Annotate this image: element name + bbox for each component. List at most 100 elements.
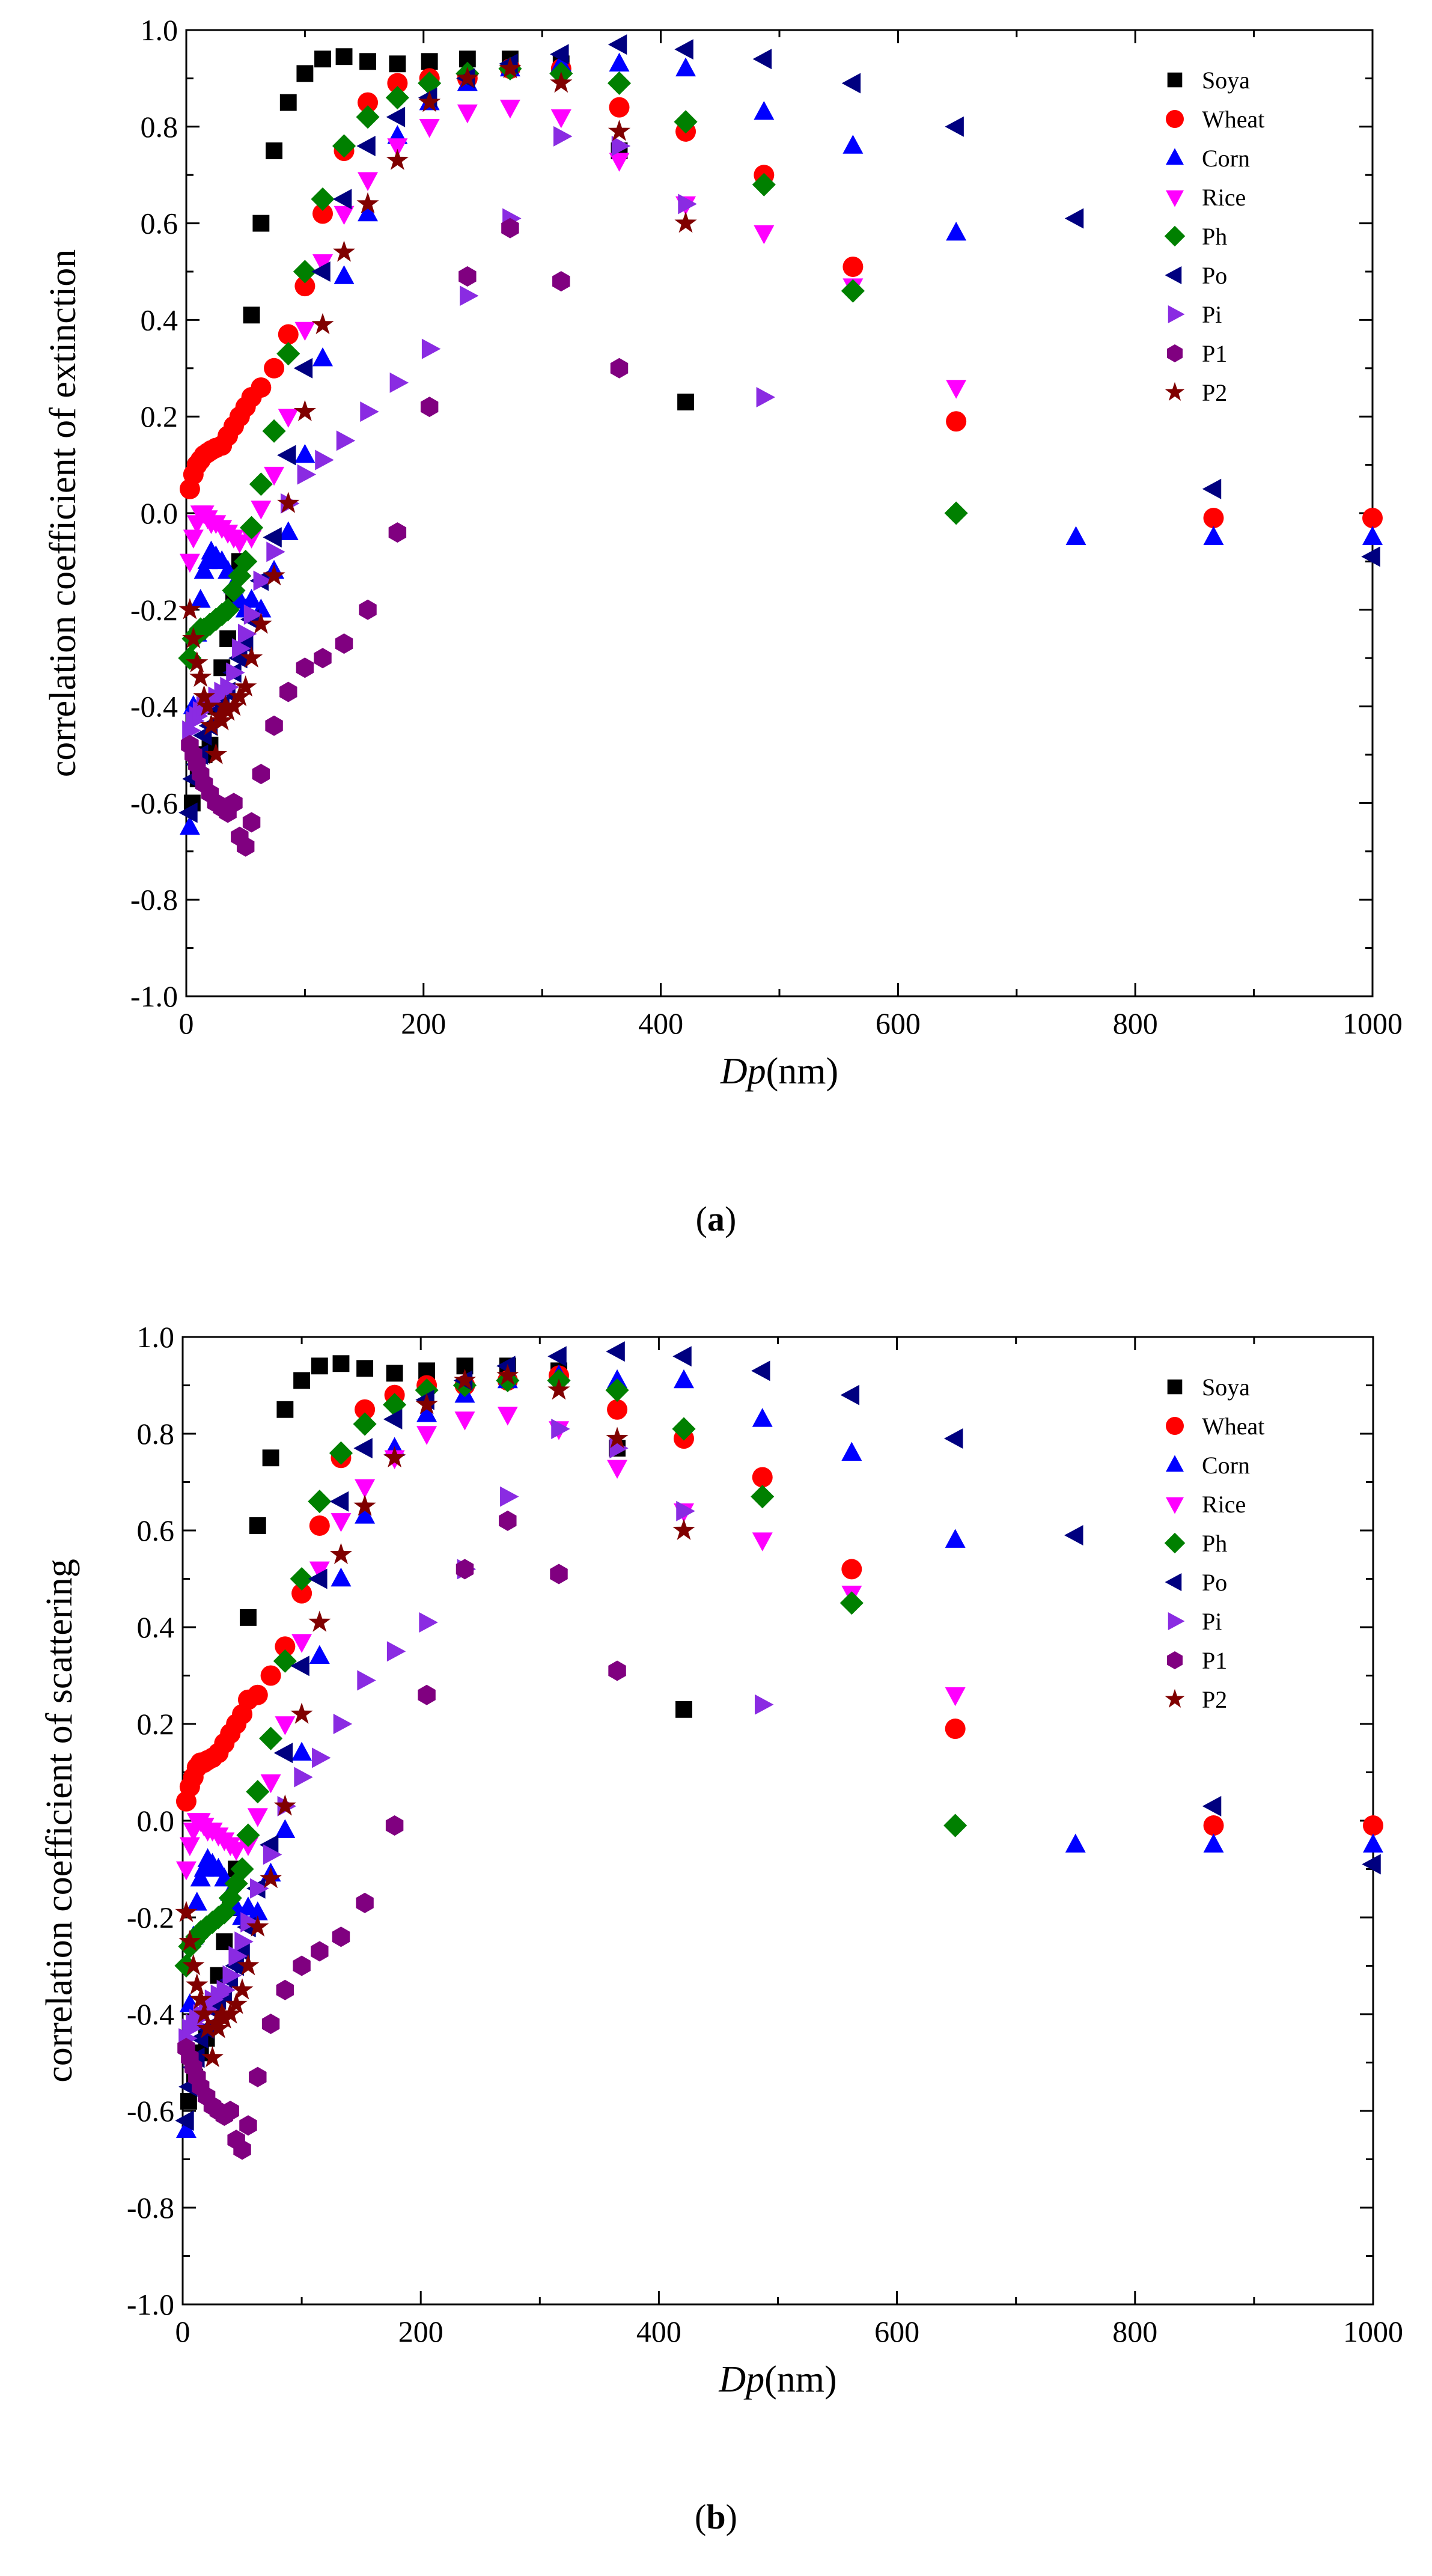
data-point-po xyxy=(674,39,693,60)
data-point-ph xyxy=(332,134,356,158)
data-point-p2 xyxy=(201,2045,224,2068)
data-point-rice xyxy=(550,109,571,129)
data-point-ph xyxy=(293,260,317,284)
x-tick-label: 200 xyxy=(401,1006,446,1040)
data-point-p2 xyxy=(178,1929,201,1952)
data-point-wheat xyxy=(355,1399,376,1420)
data-point-po xyxy=(943,1428,963,1449)
data-point-p2 xyxy=(196,695,219,716)
data-point-p2 xyxy=(237,1953,260,1976)
data-point-po xyxy=(945,116,964,137)
data-point-corn xyxy=(754,100,775,120)
data-point-corn xyxy=(1065,1833,1086,1853)
data-point-p2 xyxy=(214,695,237,716)
data-point-soya xyxy=(359,53,376,70)
data-point-po xyxy=(496,1356,516,1377)
x-tick-label: 0 xyxy=(179,1006,194,1040)
data-point-p2 xyxy=(189,1988,212,2009)
data-point-soya xyxy=(279,94,297,111)
data-point-ph xyxy=(841,279,865,303)
legend-label-p1: P1 xyxy=(1202,340,1227,367)
data-point-wheat xyxy=(1203,1815,1224,1836)
data-point-ph xyxy=(943,1813,967,1838)
data-point-wheat xyxy=(1203,508,1224,529)
data-point-soya xyxy=(262,1449,279,1467)
data-point-rice xyxy=(609,153,630,172)
data-point-ph xyxy=(751,1485,775,1509)
data-point-rice xyxy=(497,1407,518,1426)
data-point-p2 xyxy=(193,684,216,707)
legend-label-wheat: Wheat xyxy=(1202,1413,1264,1440)
data-point-soya xyxy=(314,50,331,68)
data-point-p2 xyxy=(186,651,209,673)
data-point-p1 xyxy=(276,1979,294,2000)
caption-b: (b) xyxy=(695,2497,737,2536)
y-tick-label: 1.0 xyxy=(141,13,178,47)
x-tick-label: 400 xyxy=(638,1006,683,1040)
data-point-po xyxy=(547,1346,567,1367)
data-point-corn xyxy=(193,1857,215,1877)
data-point-ph xyxy=(944,501,968,525)
data-point-corn xyxy=(193,559,215,579)
data-point-p1 xyxy=(385,1815,404,1836)
data-point-p1 xyxy=(335,633,353,654)
data-point-corn xyxy=(247,1901,268,1920)
data-point-rice xyxy=(945,1687,966,1707)
legend-label-soya: Soya xyxy=(1202,67,1250,94)
data-point-p2 xyxy=(200,714,223,735)
data-point-corn xyxy=(674,1369,695,1389)
data-point-soya xyxy=(249,1517,266,1534)
data-point-p2 xyxy=(273,1794,296,1816)
data-point-soya xyxy=(296,65,314,82)
data-point-ph xyxy=(262,419,286,443)
legend-label-ph: Ph xyxy=(1202,1530,1227,1557)
data-point-wheat xyxy=(251,377,272,398)
data-point-rice xyxy=(416,1426,437,1445)
data-point-rice xyxy=(309,1561,330,1581)
data-point-rice xyxy=(457,104,478,124)
data-point-p1 xyxy=(225,793,243,814)
data-point-pi xyxy=(357,1670,376,1691)
data-point-ph xyxy=(234,549,258,573)
data-point-rice xyxy=(247,1808,268,1827)
data-point-corn xyxy=(1203,1833,1224,1853)
data-point-p1 xyxy=(221,2101,239,2121)
data-point-p2 xyxy=(311,312,334,335)
data-point-p2 xyxy=(329,1542,353,1565)
data-point-pi xyxy=(678,193,697,215)
legend-label-corn: Corn xyxy=(1202,145,1250,172)
y-tick-label: 0.2 xyxy=(137,1707,175,1741)
data-point-p1 xyxy=(249,2066,267,2087)
y-tick-label: 0.2 xyxy=(141,400,178,433)
data-point-corn xyxy=(275,1819,296,1838)
data-point-pi xyxy=(315,449,334,470)
data-point-po xyxy=(178,802,198,823)
data-point-rice xyxy=(355,1479,376,1499)
data-point-p2 xyxy=(246,1915,269,1937)
data-point-rice xyxy=(229,534,250,553)
series-p1 xyxy=(181,218,629,857)
data-point-pi xyxy=(611,135,631,156)
legend-label-p2: P2 xyxy=(1202,1686,1227,1713)
data-point-pi xyxy=(237,624,257,644)
data-point-rice xyxy=(275,1716,296,1735)
data-point-corn xyxy=(1065,526,1086,545)
y-tick-label: 0.0 xyxy=(141,496,178,530)
data-point-rice xyxy=(251,501,272,520)
legend-label-pi: Pi xyxy=(1202,301,1222,328)
data-point-po xyxy=(228,648,248,669)
y-tick-label: -0.6 xyxy=(127,2094,174,2128)
legend-marker-p1 xyxy=(1167,344,1183,362)
data-point-pi xyxy=(232,638,251,659)
y-tick-label: 0.4 xyxy=(141,303,178,336)
y-tick-label: -0.4 xyxy=(127,1997,174,2031)
data-point-p2 xyxy=(550,71,573,93)
data-point-soya xyxy=(335,48,353,65)
data-point-p2 xyxy=(386,148,409,170)
data-point-corn xyxy=(312,347,334,367)
data-point-p2 xyxy=(186,1973,209,1995)
legend-marker-po xyxy=(1165,266,1182,284)
x-tick-label: 600 xyxy=(874,2315,919,2348)
data-point-soya xyxy=(252,215,270,232)
data-point-p2 xyxy=(547,1378,570,1400)
